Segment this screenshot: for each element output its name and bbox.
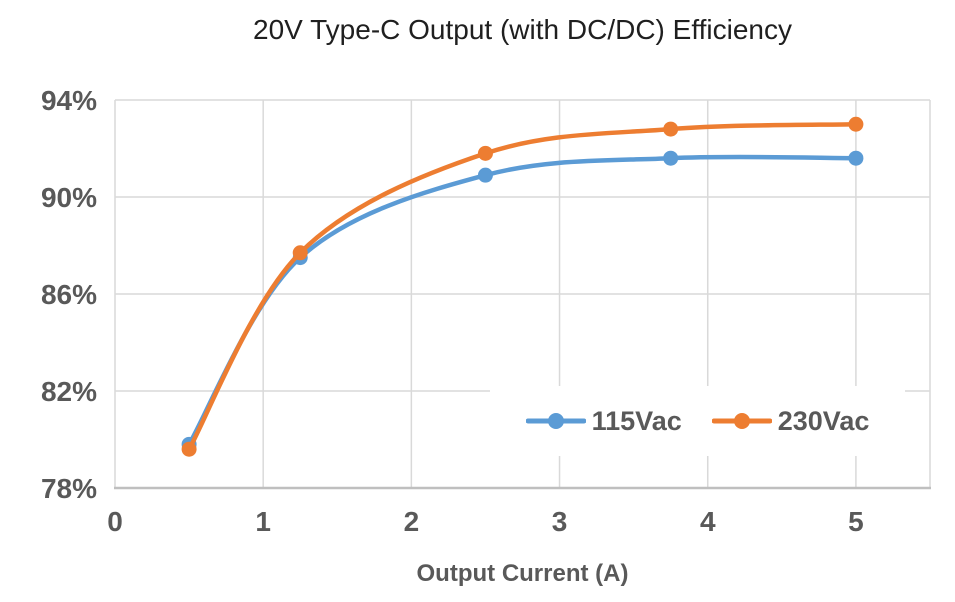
legend-item-230vac: 230Vac [711,405,870,437]
data-point-115vac [477,167,493,183]
legend-marker-230vac [711,413,772,429]
x-axis-title: Output Current (A) [416,560,629,587]
data-point-230vac [477,145,493,161]
legend-marker-115vac [525,413,586,429]
x-tick-label: 4 [700,506,716,537]
data-point-230vac [663,121,679,137]
chart-legend: 115Vac 230Vac [490,386,905,456]
y-tick-label: 90% [41,182,97,213]
data-point-115vac [663,150,679,166]
x-tick-label: 0 [107,506,123,537]
x-tick-label: 1 [255,506,271,537]
y-tick-label: 82% [41,376,97,407]
data-point-230vac [848,116,864,132]
y-tick-label: 78% [41,473,97,504]
x-tick-label: 2 [404,506,420,537]
x-tick-label: 3 [552,506,568,537]
data-point-115vac [848,150,864,166]
legend-label-230vac: 230Vac [777,405,870,436]
legend-item-115vac: 115Vac [525,405,682,437]
data-point-230vac [292,245,308,261]
y-tick-label: 86% [41,279,97,310]
x-tick-label: 5 [848,506,864,537]
y-tick-label: 94% [41,85,97,116]
chart-title: 20V Type-C Output (with DC/DC) Efficienc… [253,14,792,45]
data-point-230vac [181,441,197,457]
legend-label-115vac: 115Vac [591,405,682,436]
